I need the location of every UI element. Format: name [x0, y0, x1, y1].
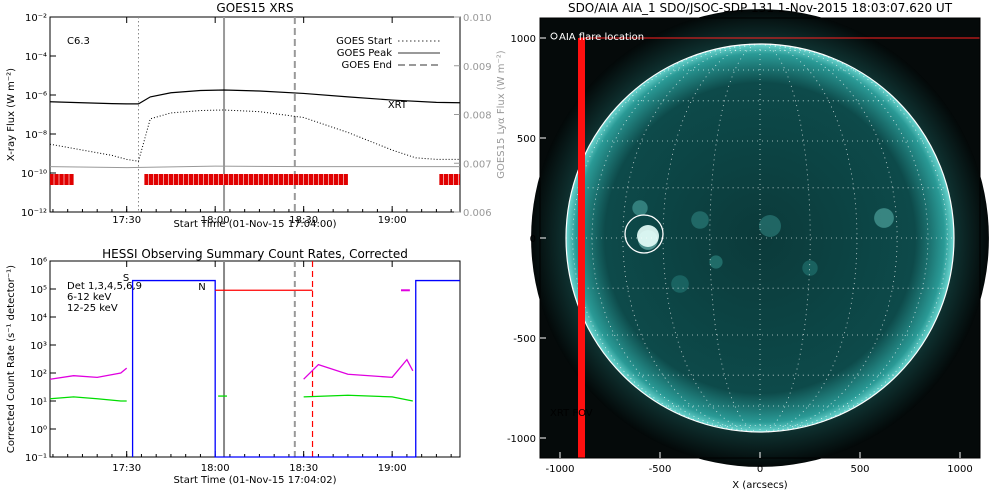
flare-location-marker — [624, 214, 664, 254]
long-channel-series — [49, 89, 461, 105]
y-tick-label: -1000 — [507, 434, 536, 445]
y-tick-label: 10⁰ — [30, 425, 47, 436]
y-tick-label: 1000 — [511, 34, 536, 45]
y-tick-label: 10⁻⁶ — [25, 91, 47, 102]
y-tick-label: 500 — [517, 134, 536, 145]
short-channel-series — [49, 109, 460, 162]
y-tick-label: 10⁻¹ — [25, 453, 47, 464]
chart-title: HESSI Observing Summary Count Rates, Cor… — [102, 247, 408, 261]
y2-axis-label: GOES15 Lyα Flux (W m⁻²) — [496, 50, 507, 178]
y-tick-label: 10⁴ — [30, 313, 47, 324]
y-tick-label: 10² — [30, 369, 47, 380]
xrt-coverage-bar — [439, 174, 460, 185]
x-tick-label: 0 — [757, 464, 763, 475]
xrt-fov-edge — [578, 38, 585, 458]
legend-label: XRT FOV — [550, 408, 593, 419]
active-region — [759, 215, 781, 237]
active-region — [802, 260, 818, 276]
y-tick-label: 10⁶ — [30, 257, 47, 268]
x-tick-label: 19:00 — [378, 215, 407, 226]
y-axis-label: Corrected Count Rate (s⁻¹ detector⁻¹) — [6, 265, 17, 453]
active-region — [709, 255, 723, 269]
x-axis-label: Start Time (01-Nov-15 17:04:00) — [173, 219, 336, 230]
legend-swatch — [550, 32, 558, 40]
legend-label: GOES End — [342, 60, 392, 71]
active-region — [671, 275, 689, 293]
x-axis-label: X (arcsecs) — [732, 480, 788, 491]
active-region — [874, 208, 894, 228]
legend-label: GOES Peak — [337, 48, 392, 59]
xrt-coverage-bar — [144, 174, 348, 185]
chart-title: SDO/AIA AIA_1 SDO/JSOC-SDP 131 1-Nov-201… — [568, 1, 953, 15]
legend-label: AIA flare location — [559, 32, 644, 43]
y-tick-label: 10³ — [30, 341, 47, 352]
y2-tick-label: 0.009 — [463, 62, 492, 73]
xrt-coverage-bar — [50, 174, 74, 185]
y-tick-label: 10⁻² — [25, 13, 47, 24]
active-region — [691, 211, 709, 229]
y-tick-label: 10⁻¹⁰ — [21, 169, 47, 180]
chart-title: GOES15 XRS — [216, 1, 293, 15]
flare-class-label: C6.3 — [67, 36, 90, 47]
lyman-alpha-series — [49, 165, 460, 169]
night-flag: N — [198, 282, 205, 293]
x-tick-label: 18:30 — [289, 463, 318, 474]
y-tick-label: 0 — [530, 234, 536, 245]
y-tick-label: -500 — [513, 334, 536, 345]
grid-meridian — [572, 43, 761, 433]
grid-meridian — [759, 43, 948, 433]
x-tick-label: 19:00 — [378, 463, 407, 474]
count-rate-6-12kev — [49, 367, 128, 380]
x-tick-label: -1000 — [545, 464, 574, 475]
count-rate-12-25kev — [303, 394, 413, 402]
legend-label: GOES Start — [336, 36, 392, 47]
legend-label: 12-25 keV — [67, 303, 118, 314]
active-region — [632, 200, 648, 216]
y-tick-label: 10⁵ — [30, 285, 47, 296]
attenuator-state-line — [131, 279, 460, 458]
y-axis-label: X-ray Flux (W m⁻²) — [6, 68, 17, 161]
y2-tick-label: 0.007 — [463, 159, 492, 170]
y-tick-label: 10⁻¹² — [21, 208, 47, 219]
x-tick-label: 18:30 — [289, 215, 318, 226]
legend-label: 6-12 keV — [67, 292, 111, 303]
count-rate-6-12kev — [303, 358, 414, 380]
hessi-chart: HESSI Observing Summary Count Rates, Cor… — [6, 247, 461, 486]
y2-tick-label: 0.006 — [463, 208, 492, 219]
x-tick-label: -500 — [649, 464, 672, 475]
y2-tick-label: 0.010 — [463, 13, 492, 24]
solar-limb — [565, 43, 955, 433]
solar-disk — [566, 44, 954, 432]
x-tick-label: 17:30 — [112, 463, 141, 474]
xrt-label: XRT — [388, 100, 408, 111]
x-tick-label: 18:00 — [201, 215, 230, 226]
x-tick-label: 18:00 — [201, 463, 230, 474]
x-tick-label: 17:30 — [112, 215, 141, 226]
goes-xrs-chart: GOES15 XRS Start Time (01-Nov-15 17:04:00… — [6, 1, 507, 230]
y-tick-label: 10⁻⁴ — [25, 52, 47, 63]
count-rate-12-25kev — [49, 396, 127, 402]
x-axis-label: Start Time (01-Nov-15 17:04:02) — [173, 475, 336, 486]
aia-image-panel: AIA flare location XRT FOV SDO/AIA AIA_1 S… — [507, 1, 989, 491]
y-tick-label: 10¹ — [30, 397, 47, 408]
saa-flag: S — [123, 273, 129, 284]
y-tick-label: 10⁻⁸ — [25, 130, 47, 141]
y2-tick-label: 0.008 — [463, 111, 492, 122]
x-tick-label: 500 — [850, 464, 869, 475]
flare-brightening — [637, 225, 659, 247]
x-tick-label: 1000 — [947, 464, 972, 475]
legend-label: Det 1,3,4,5,6,9 — [67, 281, 142, 292]
